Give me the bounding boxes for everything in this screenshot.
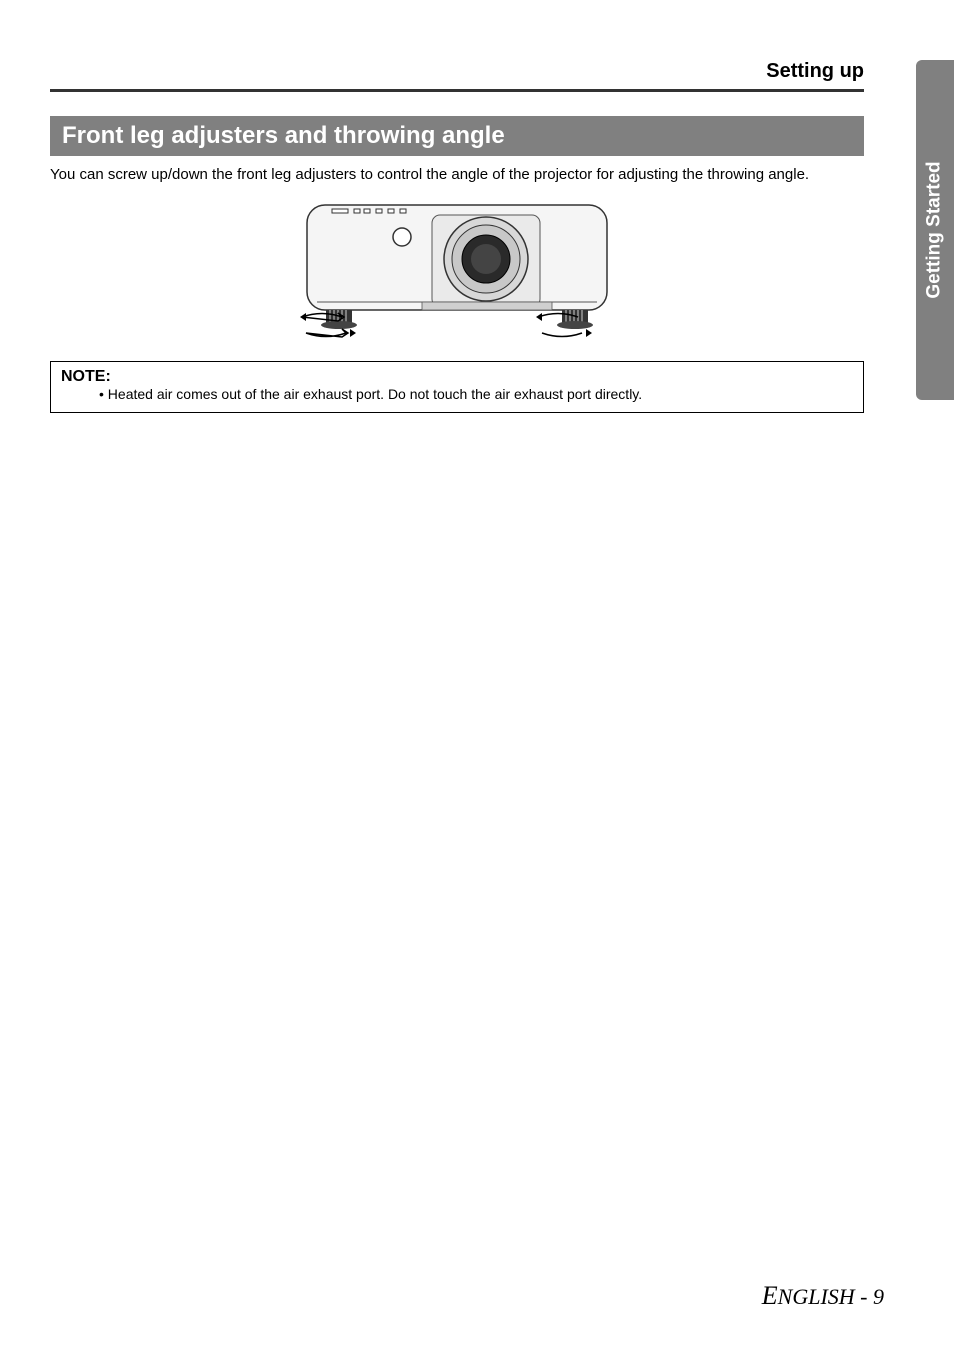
note-body: Heated air comes out of the air exhaust … (108, 386, 642, 402)
page-footer: ENGLISH - 9 (762, 1281, 884, 1311)
section-heading: Front leg adjusters and throwing angle (50, 116, 864, 156)
footer-separator: - (855, 1284, 873, 1309)
note-label: NOTE: (61, 368, 853, 386)
side-tab: Getting Started (916, 60, 954, 400)
right-foot (557, 310, 593, 329)
note-bullet: • (99, 386, 104, 402)
footer-page-number: 9 (873, 1284, 884, 1309)
page-header-title: Setting up (50, 60, 904, 83)
projector-figure (50, 197, 864, 347)
side-tab-label: Getting Started (924, 161, 946, 298)
footer-language-initial: E (762, 1281, 778, 1310)
footer-language-rest: NGLISH (778, 1284, 855, 1309)
section-intro: You can screw up/down the front leg adju… (50, 166, 864, 183)
note-text: • Heated air comes out of the air exhaus… (61, 386, 853, 402)
projector-illustration (272, 197, 642, 347)
note-box: NOTE: • Heated air comes out of the air … (50, 361, 864, 413)
header-rule (50, 89, 864, 92)
